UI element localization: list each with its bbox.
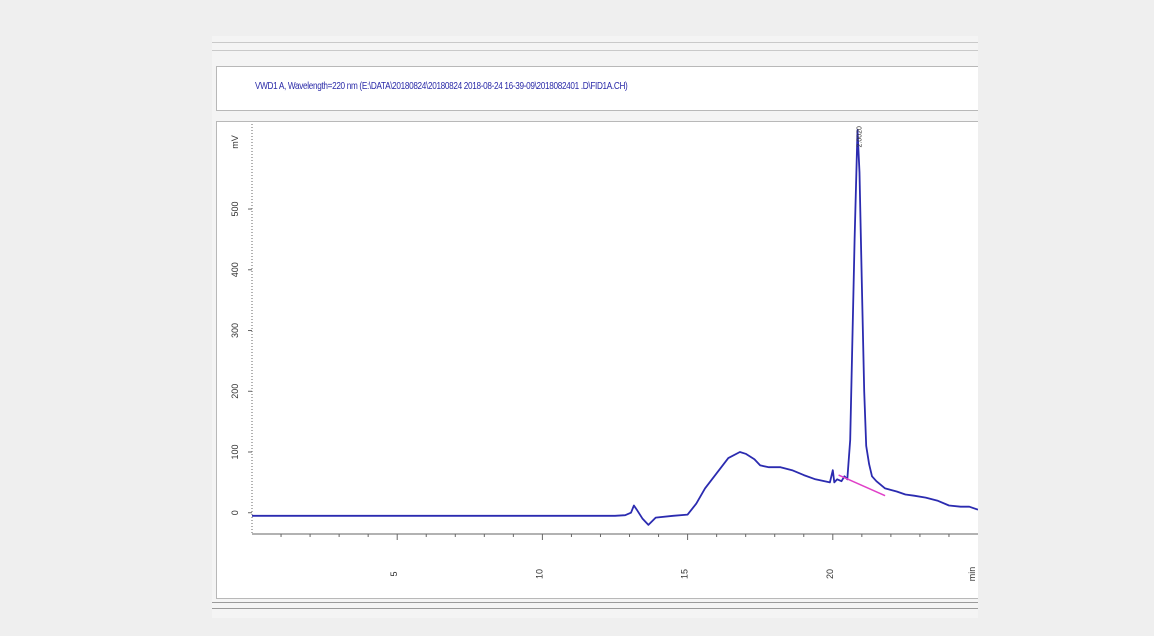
bottom-separator [212, 608, 978, 609]
top-separator [212, 42, 978, 43]
bottom-separator [212, 602, 978, 603]
chromatogram-chart: 0 100 200 300 400 500 mV 5 10 15 20 min 2.0020 [230, 124, 978, 582]
signal-trace [252, 129, 978, 526]
y-tick-label: 100 [230, 444, 240, 459]
y-tick-label: 400 [230, 262, 240, 277]
integration-baseline [838, 474, 886, 497]
top-separator [212, 50, 978, 51]
x-tick-label: 20 [825, 569, 835, 579]
y-tick-label: 200 [230, 384, 240, 399]
signal-title: VWD1 A, Wavelength=220 nm (E:\DATA\20180… [255, 81, 628, 92]
x-tick-label: 5 [389, 571, 399, 576]
y-axis-label: mV [230, 135, 240, 149]
chromatogram-window: VWD1 A, Wavelength=220 nm (E:\DATA\20180… [212, 36, 978, 618]
y-tick-label: 0 [230, 510, 240, 515]
x-tick-label: 10 [534, 569, 544, 579]
x-tick-label: 15 [680, 569, 690, 579]
plot-frame [216, 121, 978, 599]
y-tick-label: 500 [230, 202, 240, 217]
y-tick-label: 300 [230, 323, 240, 338]
x-axis-label: min [967, 567, 977, 582]
peak-label: 2.0020 [857, 126, 864, 148]
chromatogram-header: VWD1 A, Wavelength=220 nm (E:\DATA\20180… [216, 66, 978, 111]
